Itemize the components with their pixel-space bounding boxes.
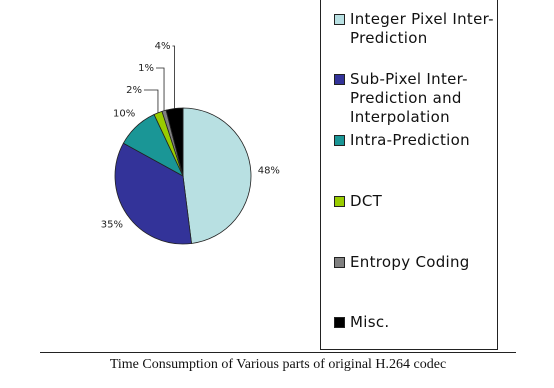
- legend-item: Entropy Coding: [334, 253, 495, 272]
- legend-item: Integer Pixel Inter-Prediction: [334, 10, 495, 48]
- legend-item: Sub-Pixel Inter-Prediction and Interpola…: [334, 70, 495, 127]
- data-label: 2%: [126, 85, 142, 96]
- legend-label: Integer Pixel Inter-Prediction: [350, 10, 494, 47]
- pie-slice: [114, 142, 192, 245]
- data-label: 48%: [258, 166, 280, 177]
- legend-swatch: [334, 257, 345, 268]
- pie-slice: [182, 107, 252, 244]
- data-label: 35%: [101, 219, 123, 230]
- legend: Integer Pixel Inter-Prediction Sub-Pixel …: [320, 0, 498, 350]
- legend-item: DCT: [334, 192, 495, 211]
- legend-label: Sub-Pixel Inter-Prediction and Interpola…: [350, 70, 468, 126]
- legend-label: Entropy Coding: [350, 253, 470, 271]
- legend-swatch: [334, 14, 345, 25]
- legend-item: Intra-Prediction: [334, 131, 495, 150]
- caption: Time Consumption of Various parts of ori…: [40, 352, 516, 373]
- legend-label: Intra-Prediction: [350, 131, 470, 149]
- leader-line: [143, 89, 159, 113]
- legend-swatch: [334, 196, 345, 207]
- legend-item: Misc.: [334, 313, 495, 332]
- legend-label: DCT: [350, 192, 383, 210]
- leader-line: [172, 45, 175, 109]
- data-label: 10%: [113, 108, 135, 119]
- legend-swatch: [334, 317, 345, 328]
- data-label: 1%: [138, 63, 154, 74]
- legend-label: Misc.: [350, 313, 390, 331]
- legend-swatch: [334, 135, 345, 146]
- data-label: 4%: [155, 41, 171, 52]
- leader-line: [156, 67, 165, 111]
- pie-chart: 48% 35% 10% 2% 1%4%: [101, 41, 280, 245]
- legend-swatch: [334, 74, 345, 85]
